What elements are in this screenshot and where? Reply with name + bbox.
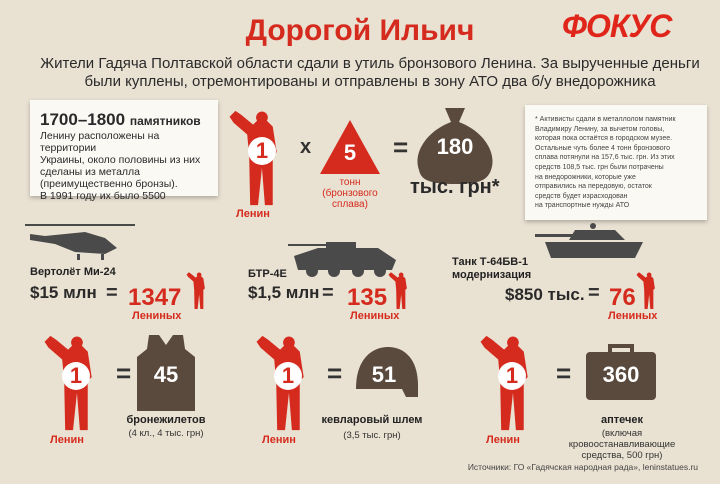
equals-sign: = [556, 358, 572, 388]
monuments-count: 1700–1800 [40, 110, 126, 129]
footnote-box: * Активисты сдали в металлолом памятник … [525, 105, 707, 220]
helicopter-price: $15 млн [30, 283, 97, 302]
equals-sign: = [588, 282, 600, 304]
equals-sign: = [106, 282, 118, 304]
lenin-label: Ленин [50, 434, 84, 446]
tons-value: 5 [343, 140, 357, 165]
sources: Источники: ГО «Гадячская народная рада»,… [467, 462, 698, 472]
helmet-label: кевларовый шлем [321, 414, 423, 426]
monuments-text-line: сделаны из металла [40, 166, 141, 178]
helicopter-icon [25, 224, 135, 260]
first-aid-kit-sub: (включая кровоостанавливающие средства, … [562, 428, 682, 461]
apc-icon [288, 242, 396, 277]
lenin-count: 1 [274, 362, 302, 390]
first-aid-kit-icon [586, 344, 656, 400]
helicopter-lenins: 1347 [128, 284, 182, 311]
footnote-line: средств 108,5 тыс. грн были потрачены [535, 163, 664, 171]
equals-sign: = [116, 358, 132, 388]
lenin-count: 1 [62, 362, 90, 390]
fokus-logo: ФОКУС [562, 8, 672, 44]
lenin-label: Ленин [236, 208, 270, 220]
footnote-line: на транспортные нужды АТО [535, 202, 630, 210]
helmet-sub: (3,5 тыс. грн) [343, 430, 401, 441]
money-bag-icon [417, 108, 493, 184]
lenin-label: Ленин [486, 434, 520, 446]
tank-name-line: модернизация [452, 269, 532, 281]
footnote-line: которая пока остаётся в городском музее. [535, 135, 673, 143]
equals-sign: = [393, 132, 409, 162]
footnote-line: средств будет израсходован [535, 192, 628, 200]
sub-line: кровоостанавливающие [568, 439, 676, 450]
tank-price: $850 тыс. [505, 285, 585, 304]
tank-icon [535, 223, 643, 258]
first-aid-kit-label: аптечек [600, 414, 643, 426]
first-aid-kit-value: 360 [602, 362, 640, 387]
tank-name: Танк Т-64БВ-1 модернизация [452, 256, 531, 282]
footnote-line: сплава потянули на 157,6 тыс. грн. Из эт… [535, 154, 675, 162]
tank-name-line: Танк Т-64БВ-1 [452, 256, 529, 268]
lenin-count: 1 [248, 137, 276, 165]
subtitle: Жители Гадяча Полтавской области сдали в… [40, 55, 700, 91]
monuments-text-line: В 1991 году их было 5500 [40, 190, 166, 202]
helmet-value: 51 [371, 362, 397, 387]
monuments-unit: памятников [129, 114, 201, 128]
monuments-box: 1700–1800 памятников Ленину расположены … [30, 100, 218, 202]
vest-label: бронежилетов [126, 414, 206, 426]
lenins-unit: Лениных [608, 310, 658, 322]
tons-label: тонн (бронзового сплава) [315, 177, 385, 210]
apc-name: БТР-4Е [248, 268, 287, 280]
sub-line: средства, 500 грн) [581, 450, 663, 461]
footnote-line: Остальные чуть более 4 тонн бронзового [535, 144, 670, 152]
sub-line: (включая [601, 428, 643, 439]
times-sign: x [300, 136, 312, 158]
lenin-statue-icon [388, 270, 412, 312]
footnote-line: на внедорожники, которые уже [535, 173, 636, 181]
monuments-text-line: Украины, около половины из них [40, 154, 201, 166]
monuments-text-line: Ленину расположены на территории [40, 130, 160, 154]
tons-sub: сплава) [332, 199, 368, 210]
monuments-text-line: (преимущественно бронзы). [40, 178, 178, 190]
helicopter-name: Вертолёт Ми-24 [30, 266, 116, 278]
lenin-label: Ленин [262, 434, 296, 446]
footnote-line: * Активисты сдали в металлолом памятник [535, 116, 676, 123]
footnote-line: отправились на передовую, остаток [535, 183, 652, 191]
bronze-pile-icon [320, 120, 380, 174]
equals-sign: = [322, 282, 334, 304]
money-value: 180 [436, 134, 474, 159]
lenin-statue-icon [636, 270, 660, 312]
subtitle-line: были куплены, отремонтированы и отправле… [84, 73, 656, 90]
lenins-unit: Лениных [350, 310, 400, 322]
page-title: Дорогой Ильич [245, 14, 475, 47]
tons-unit: тонн [339, 177, 361, 188]
vest-value: 45 [153, 362, 179, 387]
equals-sign: = [327, 358, 343, 388]
apc-price: $1,5 млн [248, 283, 320, 302]
vest-sub: (4 кл., 4 тыс. грн) [128, 428, 204, 439]
tank-lenins: 76 [609, 284, 636, 311]
lenin-statue-icon [186, 270, 210, 312]
footnote-line: Владимиру Ленину, за вычетом головы, [535, 125, 665, 133]
bulletproof-vest-icon [137, 335, 195, 411]
subtitle-line: Жители Гадяча Полтавской области сдали в… [40, 55, 700, 72]
helmet-icon [356, 347, 418, 397]
money-unit: тыс. грн* [410, 176, 500, 198]
lenin-count: 1 [498, 362, 526, 390]
apc-lenins: 135 [347, 284, 388, 311]
lenins-unit: Лениных [132, 310, 182, 322]
tons-sub: (бронзового [322, 188, 378, 199]
